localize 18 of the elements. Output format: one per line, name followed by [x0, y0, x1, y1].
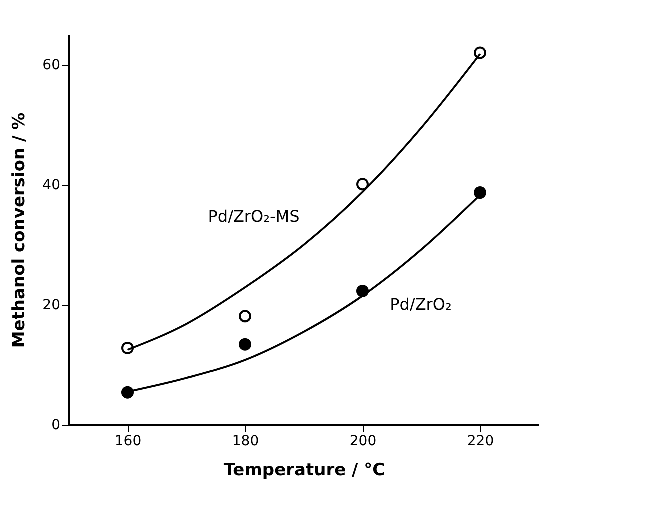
x-axis-title: Temperature / °C — [224, 460, 386, 480]
point — [239, 338, 252, 351]
series-label: Pd/ZrO₂-MS — [208, 207, 300, 226]
y-tick-label: 20 — [42, 298, 60, 314]
y-tick-label: 0 — [52, 418, 60, 434]
point — [474, 46, 486, 60]
x-tick-label: 160 — [114, 434, 142, 450]
point — [474, 186, 486, 200]
point — [356, 178, 369, 191]
y-tick-label: 60 — [42, 58, 60, 74]
x-tick-label: 180 — [232, 434, 260, 450]
y-axis-title: Methanol conversion / % — [10, 112, 30, 348]
point — [122, 386, 134, 399]
x-tick-label: 200 — [350, 434, 377, 450]
x-tick-label: 220 — [467, 434, 494, 450]
series-label: Pd/ZrO₂ — [390, 295, 452, 314]
y-tick-label: 40 — [42, 178, 60, 194]
point — [239, 310, 252, 323]
